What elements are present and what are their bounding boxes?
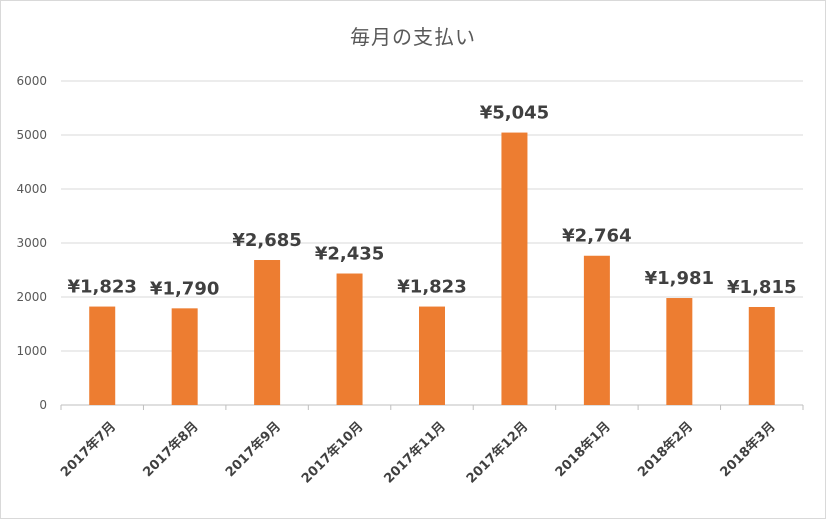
x-tick-label: 2018年3月 <box>717 419 779 481</box>
y-tick-label: 2000 <box>16 290 47 304</box>
bar <box>419 306 445 405</box>
y-tick-label: 0 <box>39 398 47 412</box>
bar <box>336 273 363 405</box>
x-tick-label: 2017年10月 <box>298 419 366 487</box>
data-label: ¥5,045 <box>480 103 549 124</box>
bar <box>666 298 693 405</box>
y-tick-label: 6000 <box>16 74 47 88</box>
chart-title: 毎月の支払い <box>350 25 476 49</box>
bars <box>89 132 775 405</box>
data-label: ¥1,790 <box>150 278 219 299</box>
x-tick-label: 2017年12月 <box>463 419 531 487</box>
x-tick-label: 2017年7月 <box>57 419 119 481</box>
data-label: ¥1,823 <box>397 277 466 298</box>
y-tick-label: 3000 <box>16 236 47 250</box>
x-tick-label: 2017年11月 <box>381 419 449 487</box>
x-tick-label: 2018年1月 <box>552 419 614 481</box>
bar <box>171 308 198 405</box>
data-label: ¥2,685 <box>232 230 301 251</box>
x-tick-label: 2018年2月 <box>634 419 696 481</box>
data-label: ¥1,823 <box>67 277 136 298</box>
data-label: ¥2,764 <box>562 226 631 247</box>
bar <box>501 132 528 405</box>
bar <box>89 306 116 405</box>
x-tick-label: 2017年9月 <box>222 419 284 481</box>
data-labels: ¥1,823 ¥1,790 ¥2,685 ¥2,435 ¥1,823 ¥5,045 ¥2,7… <box>67 103 796 300</box>
data-label: ¥1,815 <box>727 277 796 298</box>
y-tick-label: 4000 <box>16 182 47 196</box>
data-label: ¥1,981 <box>645 268 714 289</box>
bar <box>254 260 281 405</box>
y-tick-label: 1000 <box>16 344 47 358</box>
data-label: ¥2,435 <box>315 244 384 265</box>
x-tick-label: 2017年8月 <box>140 419 202 481</box>
bar <box>583 255 610 405</box>
y-tick-label: 5000 <box>16 128 47 142</box>
bar <box>748 306 775 405</box>
